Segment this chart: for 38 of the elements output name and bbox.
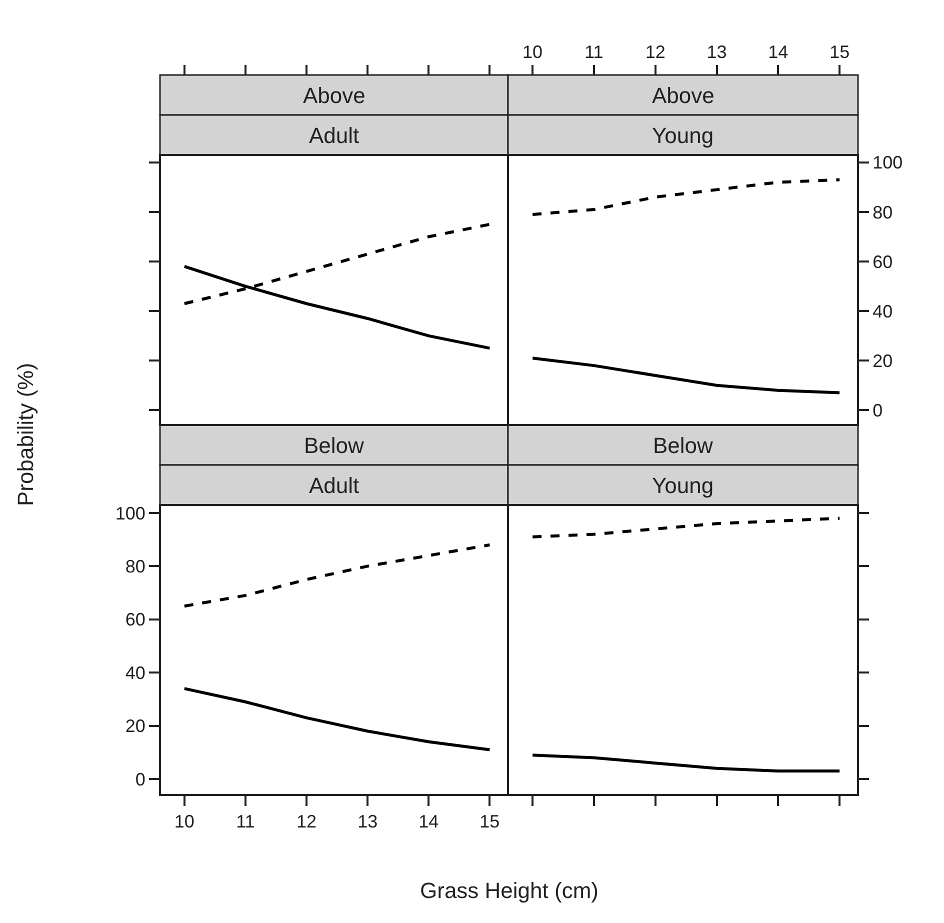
x-tick-label: 12 <box>645 42 666 62</box>
chart-title: Below <box>304 433 364 458</box>
line-series <box>531 356 842 394</box>
chart-title: Below <box>653 433 714 458</box>
y-tick-label: 60 <box>872 252 893 272</box>
line-series <box>182 687 492 752</box>
x-axis-title: Grass Height (cm) <box>420 878 598 903</box>
x-tick-label: 14 <box>418 812 439 832</box>
x-tick-label: 11 <box>584 42 604 62</box>
x-tick-label: 12 <box>296 812 317 832</box>
x-tick-label: 11 <box>236 812 255 832</box>
x-tick-label: 13 <box>358 812 378 832</box>
y-tick-label: 80 <box>872 202 893 222</box>
y-tick-label: 100 <box>872 152 903 173</box>
y-tick-label: 40 <box>125 662 146 683</box>
y-tick-label: 80 <box>125 556 146 576</box>
x-tick-label: 14 <box>768 42 788 62</box>
y-tick-label: 100 <box>115 503 146 524</box>
x-tick-label: 10 <box>522 42 543 62</box>
y-axis-title: Probability (%) <box>13 362 38 506</box>
x-tick-label: 15 <box>830 42 850 62</box>
chart-subtitle: Adult <box>309 123 360 148</box>
y-tick-label: 20 <box>872 350 893 371</box>
line-series <box>531 178 842 216</box>
y-tick-label: 40 <box>872 301 893 322</box>
chart-title: Above <box>652 83 714 108</box>
x-tick-label: 13 <box>706 42 727 62</box>
y-tick-label: 0 <box>135 769 146 790</box>
line-series <box>182 543 492 608</box>
x-tick-label: 15 <box>480 812 500 832</box>
chart-subtitle: Young <box>652 123 714 148</box>
y-tick-label: 60 <box>125 610 146 630</box>
chart-subtitle: Adult <box>309 473 360 498</box>
y-tick-label: 0 <box>872 400 883 420</box>
chart-title: Above <box>303 83 366 108</box>
y-tick-label: 20 <box>125 716 146 736</box>
x-tick-label: 10 <box>174 812 194 832</box>
chart-subtitle: Young <box>652 473 714 498</box>
